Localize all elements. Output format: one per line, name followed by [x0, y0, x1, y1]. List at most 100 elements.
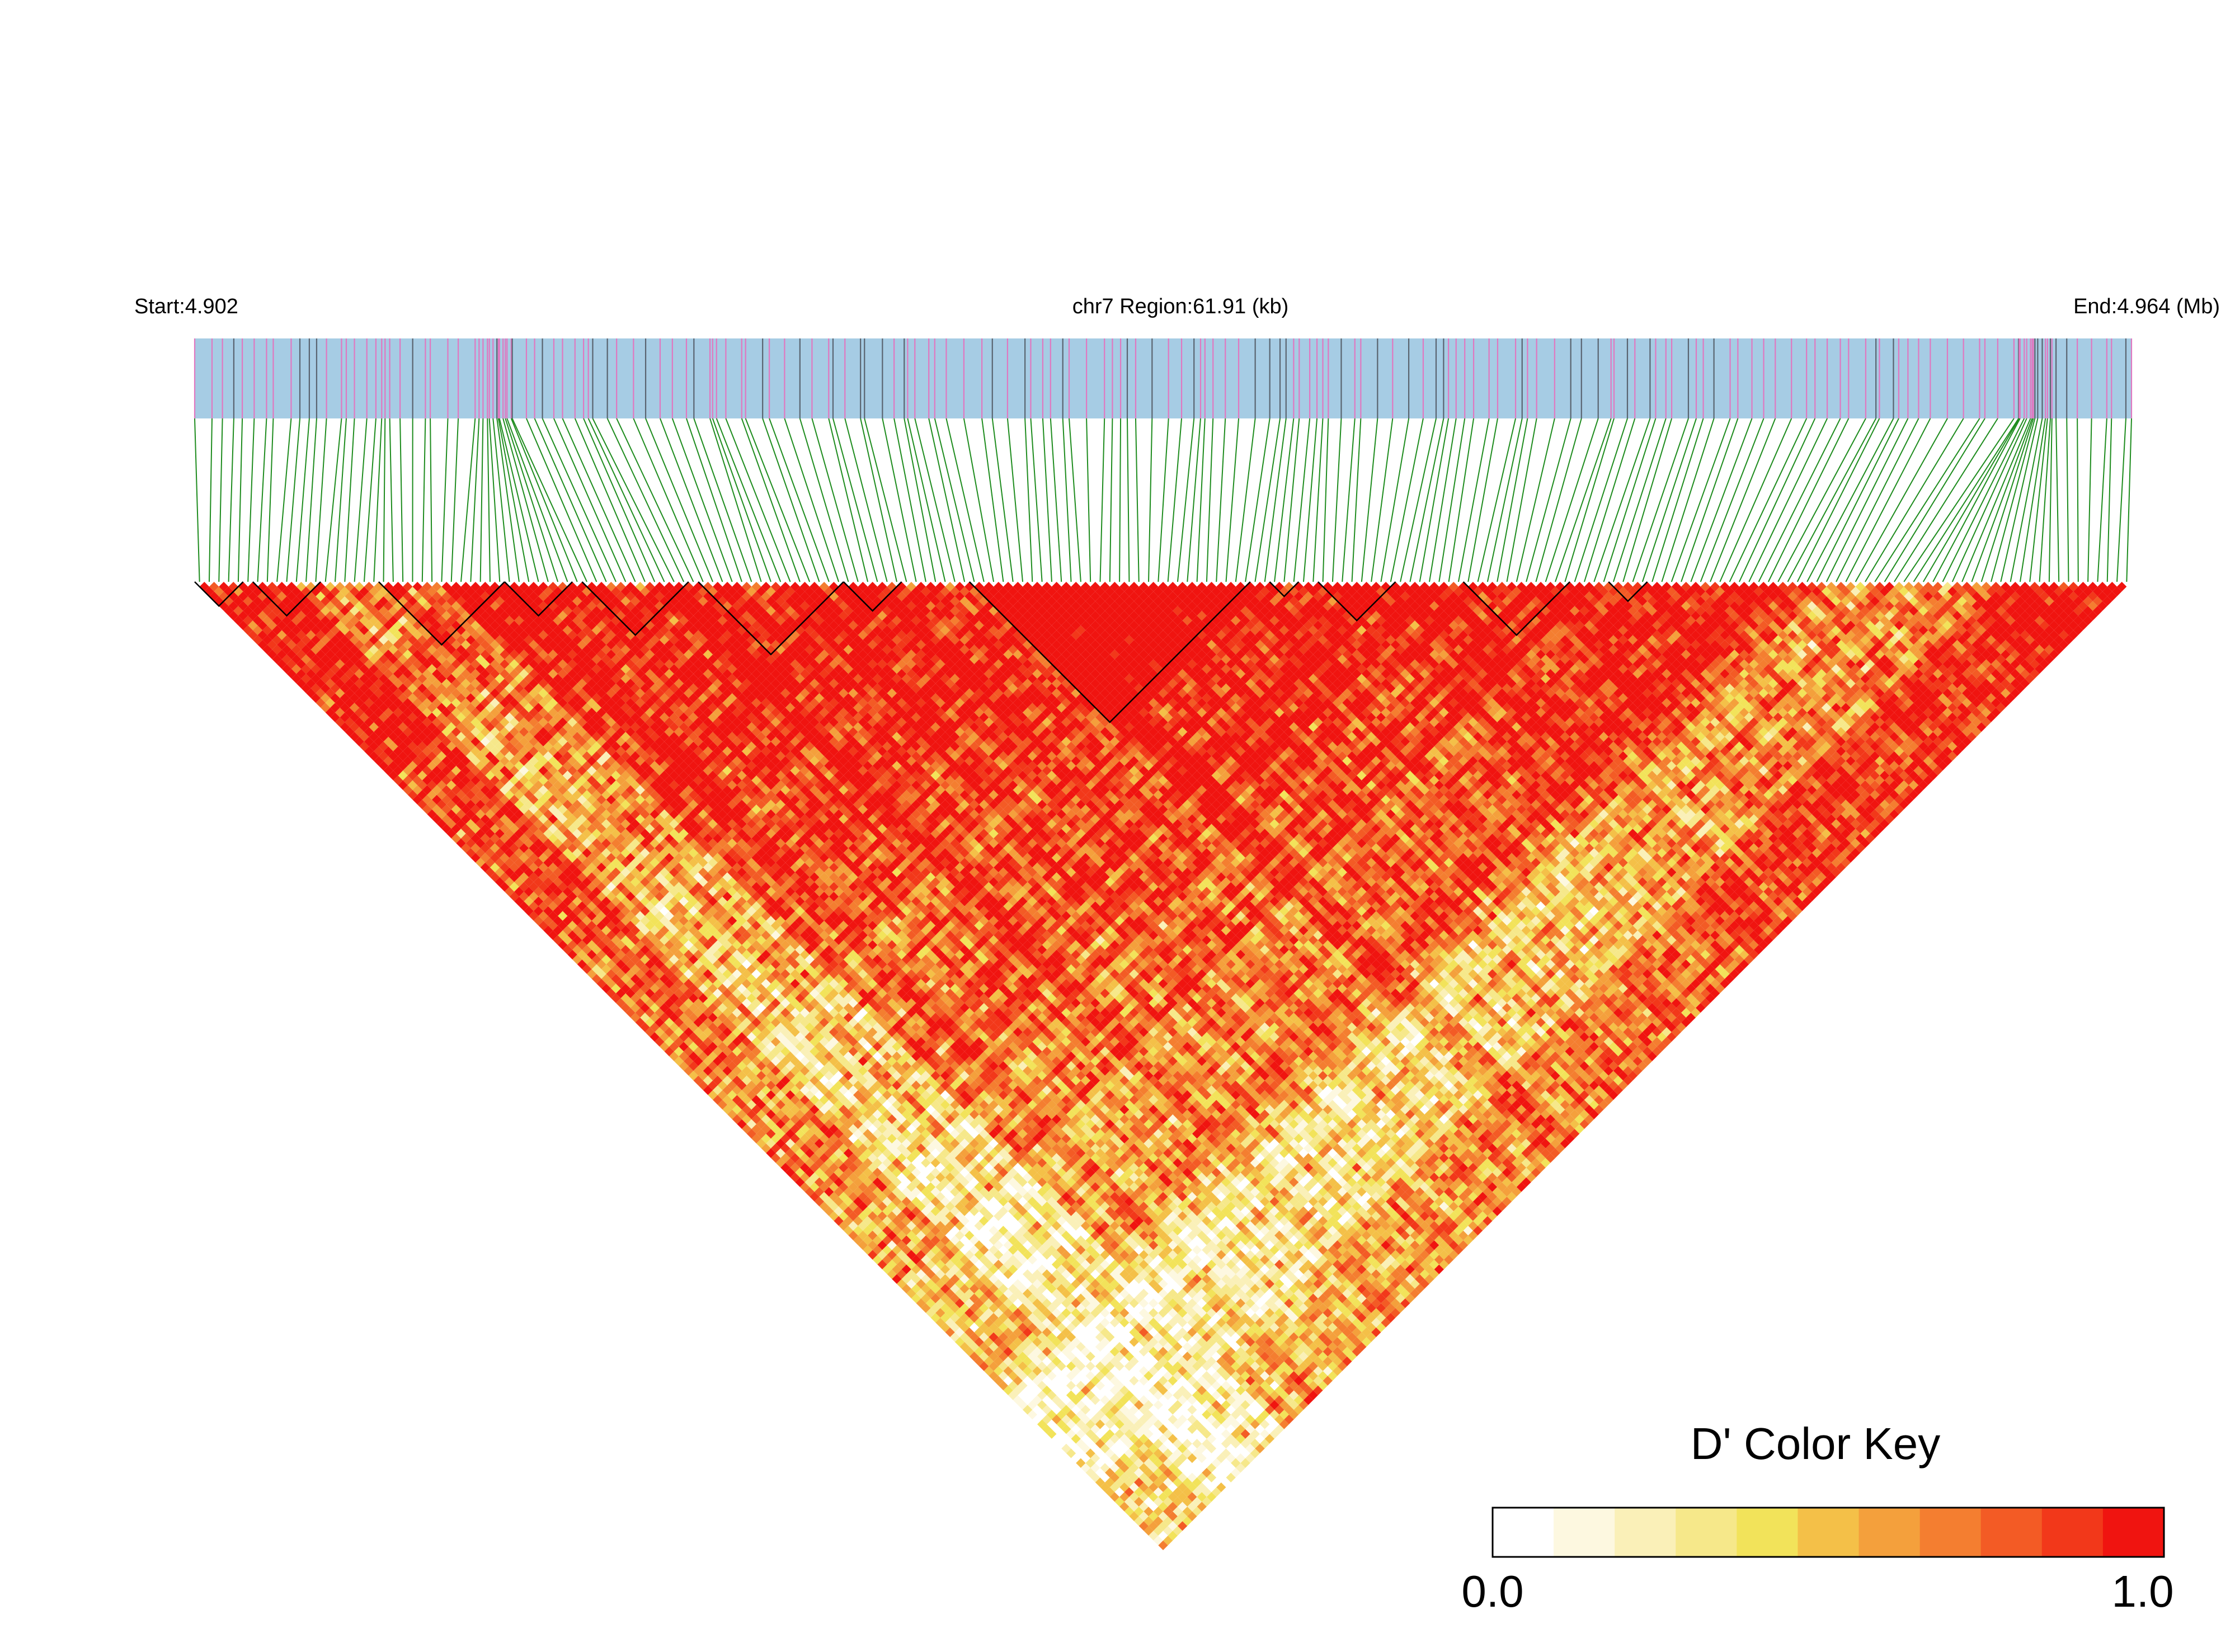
ld-cell — [790, 1143, 800, 1154]
ld-cell — [887, 1259, 897, 1270]
ld-cell — [1085, 1429, 1095, 1439]
ld-cell — [989, 1371, 999, 1381]
snp-connector — [247, 418, 255, 582]
ld-cell — [1095, 1477, 1105, 1488]
region-start-label: Start:4.902 — [134, 295, 238, 318]
ld-cell — [1042, 1414, 1052, 1424]
snp-connector — [2097, 418, 2107, 582]
ld-cell — [1037, 1390, 1047, 1400]
ld-cell — [354, 708, 364, 718]
ld-cell — [243, 606, 253, 616]
ld-cell — [345, 679, 355, 689]
ld-cell — [1124, 1477, 1135, 1488]
ld-cell — [940, 1303, 951, 1313]
ld-cell — [1071, 1453, 1081, 1463]
ld-cell — [839, 1172, 849, 1183]
ld-cell — [1100, 1472, 1110, 1482]
region-center-label: chr7 Region:61.91 (kb) — [1072, 295, 1289, 318]
snp-connector — [1710, 418, 1776, 582]
snp-connector — [399, 418, 404, 582]
snp-connector — [1371, 418, 1394, 582]
snp-connector — [266, 418, 274, 582]
ld-cell — [795, 1168, 805, 1178]
ld-cell — [277, 649, 287, 660]
ld-cell — [1080, 1424, 1091, 1434]
snp-connector — [344, 418, 355, 582]
ld-cell — [989, 1332, 999, 1342]
ld-cell — [446, 780, 457, 790]
ld-cell — [1080, 1414, 1091, 1424]
ld-cell — [824, 1197, 834, 1207]
ld-cell — [238, 620, 248, 630]
ld-cell — [364, 727, 374, 737]
snp-connector — [237, 418, 243, 582]
ld-cell — [921, 1293, 931, 1303]
ld-cell — [892, 1235, 902, 1245]
ld-cell — [1124, 1467, 1135, 1478]
ld-cell — [1158, 1502, 1168, 1512]
ld-cell — [1144, 1477, 1154, 1488]
ld-cell — [906, 1288, 916, 1298]
ld-cell — [984, 1337, 994, 1347]
snp-connector — [1467, 418, 1498, 582]
ld-cell — [412, 765, 422, 776]
ld-cell — [495, 848, 505, 858]
ld-cell — [984, 1366, 994, 1376]
ld-cell — [422, 746, 432, 756]
ld-cell — [1076, 1410, 1086, 1420]
ld-cell — [504, 887, 515, 897]
ld-cell — [804, 1138, 815, 1149]
ld-cell — [393, 717, 403, 727]
ld-cell — [742, 1104, 752, 1115]
snp-connector — [991, 418, 1014, 582]
ld-cell — [219, 582, 229, 592]
ld-cell — [267, 649, 277, 660]
ld-cell — [640, 993, 650, 1003]
snp-connector — [534, 418, 607, 582]
ld-cell — [684, 1046, 694, 1057]
ld-cell — [1134, 1477, 1144, 1488]
ld-cell — [228, 610, 238, 621]
ld-cell — [335, 688, 345, 698]
ld-cell — [780, 1133, 791, 1143]
ld-cell — [422, 756, 432, 766]
ld-cell — [959, 1303, 970, 1313]
ld-cell — [834, 1187, 844, 1197]
snp-connector — [583, 418, 656, 582]
ld-cell — [930, 1274, 940, 1284]
ld-cell — [1138, 1492, 1149, 1502]
snp-connector — [502, 418, 549, 582]
ld-cell — [267, 639, 277, 650]
ld-cell — [1042, 1385, 1052, 1396]
ld-cell — [1085, 1448, 1095, 1458]
ld-cell — [504, 858, 515, 868]
ld-cell — [998, 1371, 1009, 1381]
ld-cell — [940, 1293, 951, 1303]
ld-cell — [199, 582, 209, 592]
ld-cell — [921, 1303, 931, 1313]
ld-cell — [262, 625, 272, 636]
snp-connector — [1042, 418, 1052, 582]
ld-cell — [1119, 1502, 1130, 1512]
ld-cell — [1105, 1448, 1115, 1458]
ld-cell — [620, 964, 630, 975]
ld-cell — [558, 882, 568, 892]
ld-cell — [374, 708, 384, 718]
ld-cell — [436, 809, 447, 820]
ld-cell — [863, 1216, 873, 1226]
region-end-label: End:4.964 (Mb) — [2073, 295, 2220, 318]
snp-connector — [1690, 418, 1753, 582]
ld-cell — [345, 688, 355, 698]
ld-cell — [804, 1129, 815, 1139]
ld-cell — [543, 916, 553, 926]
snp-connector — [1825, 418, 1909, 582]
ld-cell — [582, 916, 592, 926]
ld-cell — [853, 1226, 863, 1236]
snp-connector — [1235, 418, 1256, 582]
snp-connector — [1135, 418, 1140, 582]
ld-cell — [979, 1342, 989, 1352]
ld-cell — [950, 1303, 960, 1313]
ld-cell — [620, 993, 630, 1003]
ld-cell — [853, 1216, 863, 1226]
snp-connector — [1497, 418, 1528, 582]
